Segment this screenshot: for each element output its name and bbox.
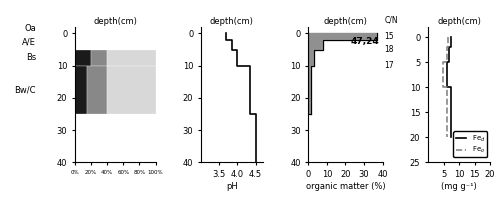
Bar bbox=[87, 66, 107, 114]
Bar bbox=[75, 66, 87, 114]
Fe$_o$ bbox=[444, 86, 450, 88]
Line: Fe$_d$: Fe$_d$ bbox=[446, 37, 452, 137]
Fe$_o$ bbox=[445, 36, 451, 38]
Text: C/N: C/N bbox=[384, 15, 398, 24]
Title: depth(cm): depth(cm) bbox=[324, 17, 368, 26]
Title: depth(cm): depth(cm) bbox=[94, 17, 137, 26]
Fe$_o$ bbox=[440, 61, 446, 63]
Title: depth(cm): depth(cm) bbox=[437, 17, 481, 26]
X-axis label: (mg g⁻¹): (mg g⁻¹) bbox=[441, 182, 477, 191]
Text: 17: 17 bbox=[384, 61, 394, 70]
Bar bbox=[107, 66, 156, 114]
Fe$_d$ bbox=[444, 86, 450, 88]
Legend: Fe$_d$, Fe$_o$: Fe$_d$, Fe$_o$ bbox=[454, 131, 487, 157]
Fe$_o$ bbox=[444, 136, 450, 139]
Fe$_o$ bbox=[445, 46, 451, 48]
Text: Bs: Bs bbox=[26, 53, 36, 62]
Fe$_o$ bbox=[444, 46, 450, 48]
Text: Bw/C: Bw/C bbox=[14, 85, 36, 94]
Fe$_d$ bbox=[446, 61, 452, 63]
X-axis label: organic matter (%): organic matter (%) bbox=[306, 182, 386, 191]
Fe$_d$ bbox=[448, 86, 454, 88]
Text: A/E: A/E bbox=[22, 37, 36, 46]
Fe$_d$ bbox=[444, 61, 450, 63]
Fe$_d$ bbox=[446, 46, 452, 48]
Line: Fe$_o$: Fe$_o$ bbox=[443, 37, 448, 137]
Bar bbox=[107, 50, 156, 66]
Text: Oa: Oa bbox=[24, 24, 36, 33]
Bar bbox=[91, 50, 107, 66]
Fe$_d$ bbox=[448, 36, 454, 38]
Title: depth(cm): depth(cm) bbox=[210, 17, 254, 26]
X-axis label: pH: pH bbox=[226, 182, 238, 191]
Fe$_d$ bbox=[448, 136, 454, 139]
Text: 18: 18 bbox=[384, 45, 394, 54]
Bar bbox=[75, 50, 91, 66]
Fe$_d$ bbox=[448, 46, 454, 48]
Fe$_d$ bbox=[448, 136, 454, 139]
Text: 15: 15 bbox=[384, 32, 394, 41]
Fe$_o$ bbox=[444, 61, 450, 63]
Fe$_o$ bbox=[440, 86, 446, 88]
Fe$_o$ bbox=[444, 136, 450, 139]
Text: 47,24: 47,24 bbox=[350, 37, 379, 46]
